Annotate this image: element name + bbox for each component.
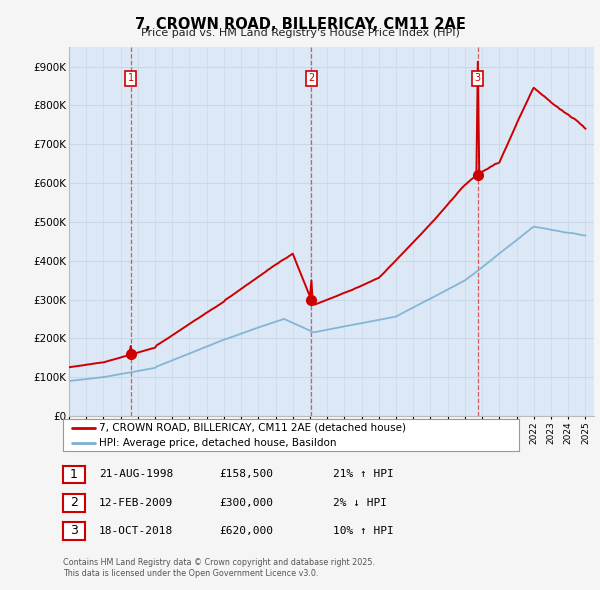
Text: 1: 1	[70, 468, 78, 481]
Text: £158,500: £158,500	[219, 470, 273, 479]
Text: £300,000: £300,000	[219, 498, 273, 507]
Text: 7, CROWN ROAD, BILLERICAY, CM11 2AE: 7, CROWN ROAD, BILLERICAY, CM11 2AE	[134, 17, 466, 31]
Text: 21-AUG-1998: 21-AUG-1998	[99, 470, 173, 479]
Text: Price paid vs. HM Land Registry's House Price Index (HPI): Price paid vs. HM Land Registry's House …	[140, 28, 460, 38]
Text: 18-OCT-2018: 18-OCT-2018	[99, 526, 173, 536]
Text: 10% ↑ HPI: 10% ↑ HPI	[333, 526, 394, 536]
Text: 1: 1	[128, 73, 134, 83]
Text: 2: 2	[308, 73, 314, 83]
Text: Contains HM Land Registry data © Crown copyright and database right 2025.
This d: Contains HM Land Registry data © Crown c…	[63, 558, 375, 578]
Text: 2: 2	[70, 496, 78, 509]
Text: £620,000: £620,000	[219, 526, 273, 536]
Text: 3: 3	[475, 73, 481, 83]
Text: 12-FEB-2009: 12-FEB-2009	[99, 498, 173, 507]
Text: 7, CROWN ROAD, BILLERICAY, CM11 2AE (detached house): 7, CROWN ROAD, BILLERICAY, CM11 2AE (det…	[100, 423, 406, 433]
Text: 2% ↓ HPI: 2% ↓ HPI	[333, 498, 387, 507]
Text: 21% ↑ HPI: 21% ↑ HPI	[333, 470, 394, 479]
Text: HPI: Average price, detached house, Basildon: HPI: Average price, detached house, Basi…	[100, 438, 337, 448]
Text: 3: 3	[70, 525, 78, 537]
